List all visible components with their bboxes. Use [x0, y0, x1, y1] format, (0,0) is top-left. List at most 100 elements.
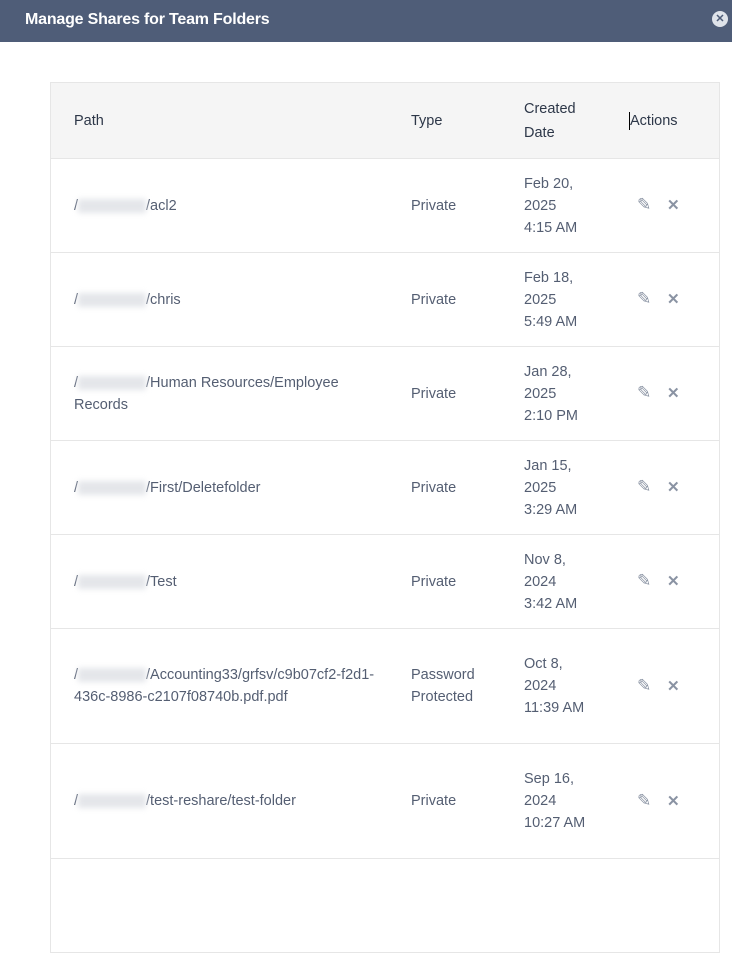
- delete-icon[interactable]: ✕: [667, 291, 680, 308]
- path-suffix: /First/Deletefolder: [146, 479, 261, 496]
- date: Jan 15,: [524, 457, 572, 474]
- path-cell: / /chris: [50, 252, 388, 347]
- year: 2024: [524, 678, 557, 694]
- edit-icon[interactable]: ✎: [637, 289, 652, 308]
- type-cell: Private: [388, 534, 501, 629]
- path-suffix: /test-reshare/test-folder: [146, 793, 296, 809]
- redacted-folder-name: [78, 375, 147, 390]
- redacted-folder-name: [78, 574, 147, 589]
- created-date-cell: Sep 16, 2024 10:27 AM: [501, 743, 606, 859]
- table-row: //Test Private Nov 8, 2024 3:42 AM ✎ ✕: [50, 534, 720, 629]
- path-cell: / /First/Deletefolder: [50, 440, 388, 535]
- type-cell: Private: [388, 743, 501, 859]
- created-date-cell: Feb 20, 2025 4:15 AM: [501, 158, 606, 253]
- empty-cell: [50, 858, 388, 953]
- time: 5:49 AM: [524, 313, 578, 330]
- redacted-folder-name: [78, 198, 147, 213]
- delete-icon[interactable]: ✕: [667, 385, 680, 402]
- edit-icon[interactable]: ✎: [637, 477, 652, 496]
- column-header-actions: Actions: [606, 82, 720, 159]
- year: 2025: [524, 479, 557, 496]
- type-cell: Private: [388, 252, 501, 347]
- empty-cell: [606, 858, 720, 953]
- edit-icon[interactable]: ✎: [637, 383, 652, 402]
- path-suffix: /Test: [146, 573, 177, 590]
- edit-icon[interactable]: ✎: [637, 790, 652, 810]
- time: 3:29 AM: [524, 501, 578, 518]
- year: 2024: [524, 793, 557, 809]
- table-row: //Accounting33/grfsv/c9b07cf2-f2d1-436c-…: [50, 628, 720, 744]
- edit-icon[interactable]: ✎: [637, 195, 652, 214]
- column-header-type[interactable]: Type: [388, 82, 501, 159]
- empty-cell: [501, 858, 606, 953]
- path-prefix: /: [74, 573, 79, 590]
- type-cell: Private: [388, 440, 501, 535]
- table-row: //chris Private Feb 18, 2025 5:49 AM ✎ ✕: [50, 252, 720, 347]
- shares-table: Path Type Created Date Actions / /acl2 Pri…: [50, 82, 720, 953]
- path-suffix: /Human Resources/Employee Records: [74, 374, 339, 413]
- time: 3:42 AM: [524, 595, 578, 612]
- delete-icon[interactable]: ✕: [667, 479, 680, 496]
- delete-icon[interactable]: ✕: [667, 792, 680, 810]
- actions-label: Actions: [630, 112, 678, 129]
- dialog-title: Manage Shares for Team Folders: [25, 11, 270, 28]
- created-date-cell: Nov 8, 2024 3:42 AM: [501, 534, 606, 629]
- column-header-path[interactable]: Path: [50, 82, 388, 159]
- text-cursor: [629, 111, 630, 130]
- type-cell: Private: [388, 158, 501, 253]
- actions-cell: ✎ ✕: [606, 440, 720, 535]
- actions-cell: ✎ ✕: [606, 346, 720, 441]
- year: 2025: [524, 197, 557, 214]
- date: Sep 16,: [524, 771, 574, 787]
- redacted-folder-name: [78, 292, 147, 307]
- edit-icon[interactable]: ✎: [637, 571, 652, 590]
- redacted-folder-name: [78, 794, 147, 809]
- edit-icon[interactable]: ✎: [637, 675, 652, 695]
- created-label-1: Created: [524, 100, 576, 117]
- type-cell: Password Protected: [388, 628, 501, 744]
- year: 2025: [524, 385, 557, 402]
- delete-icon[interactable]: ✕: [667, 573, 680, 590]
- created-label-2: Date: [524, 124, 555, 141]
- close-icon[interactable]: ✕: [712, 11, 728, 27]
- path-suffix: /acl2: [146, 197, 177, 214]
- year: 2024: [524, 573, 557, 590]
- date: Nov 8,: [524, 551, 566, 568]
- actions-cell: ✎ ✕: [606, 743, 720, 859]
- delete-icon[interactable]: ✕: [667, 677, 680, 695]
- type-cell: Private: [388, 346, 501, 441]
- table-row: [50, 858, 720, 953]
- actions-cell: ✎ ✕: [606, 252, 720, 347]
- path-cell: / /Test: [50, 534, 388, 629]
- time: 11:39 AM: [524, 700, 585, 716]
- created-date-cell: Jan 28, 2025 2:10 PM: [501, 346, 606, 441]
- path-prefix: /: [74, 197, 79, 214]
- path-prefix: /: [74, 793, 79, 809]
- path-cell: / /test-reshare/test-folder: [50, 743, 388, 859]
- created-date-cell: Oct 8, 2024 11:39 AM: [501, 628, 606, 744]
- path-suffix: /Accounting33/grfsv/c9b07cf2-f2d1-436c-8…: [74, 667, 375, 705]
- time: 10:27 AM: [524, 815, 586, 831]
- date: Feb 18,: [524, 269, 574, 286]
- actions-cell: ✎ ✕: [606, 534, 720, 629]
- path-prefix: /: [74, 374, 79, 391]
- created-date-cell: Feb 18, 2025 5:49 AM: [501, 252, 606, 347]
- actions-cell: ✎ ✕: [606, 158, 720, 253]
- redacted-folder-name: [78, 668, 147, 683]
- path-prefix: /: [74, 479, 79, 496]
- path-cell: / /acl2: [50, 158, 388, 253]
- column-header-created-date[interactable]: Created Date: [501, 82, 606, 159]
- dialog-header: Manage Shares for Team Folders ✕: [0, 0, 732, 42]
- path-prefix: /: [74, 667, 79, 683]
- date: Jan 28,: [524, 363, 572, 380]
- time: 2:10 PM: [524, 407, 578, 424]
- date: Feb 20,: [524, 175, 574, 192]
- empty-cell: [388, 858, 501, 953]
- table-header-row: Path Type Created Date Actions: [50, 82, 720, 159]
- date: Oct 8,: [524, 656, 563, 672]
- path-cell: //Accounting33/grfsv/c9b07cf2-f2d1-436c-…: [50, 628, 388, 744]
- table-row: //acl2 Private Feb 20, 2025 4:15 AM ✎ ✕: [50, 158, 720, 253]
- year: 2025: [524, 291, 557, 308]
- delete-icon[interactable]: ✕: [667, 197, 680, 214]
- path-cell: //Human Resources/Employee Records: [50, 346, 388, 441]
